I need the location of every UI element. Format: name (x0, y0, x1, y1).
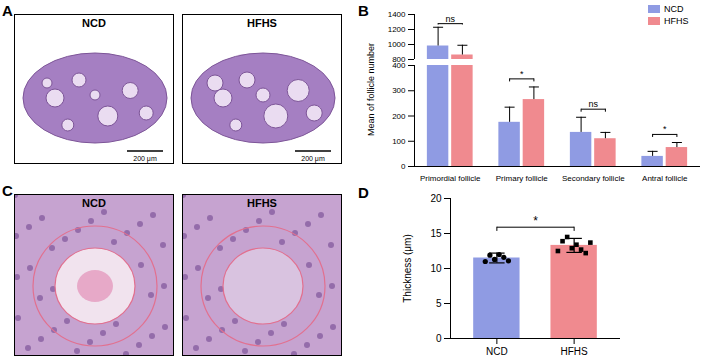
svg-text:800: 800 (392, 55, 406, 65)
svg-text:100: 100 (392, 137, 406, 146)
svg-text:NCD: NCD (486, 346, 508, 357)
html-text:A: A (2, 2, 13, 19)
svg-text:1000: 1000 (388, 40, 406, 49)
svg-text:200: 200 (392, 112, 406, 121)
svg-text:ns: ns (445, 14, 455, 24)
svg-text:200 μm: 200 μm (133, 155, 157, 163)
svg-text:ns: ns (588, 99, 598, 109)
svg-text:20: 20 (430, 193, 442, 204)
svg-text:1200: 1200 (388, 25, 406, 34)
svg-text:0: 0 (401, 162, 406, 171)
svg-text:1400: 1400 (388, 10, 406, 19)
svg-text:10: 10 (430, 263, 442, 274)
html-text:C: C (2, 182, 13, 199)
svg-text:*: * (663, 124, 667, 134)
svg-text:Antral follicle: Antral follicle (642, 174, 688, 183)
svg-text:200 μm: 200 μm (301, 155, 325, 163)
svg-text:400: 400 (392, 61, 406, 70)
svg-text:Primary follicle: Primary follicle (496, 174, 549, 183)
svg-text:5: 5 (436, 298, 442, 309)
svg-text:Primordial follicle: Primordial follicle (420, 174, 481, 183)
html-text:NCD: NCD (82, 197, 106, 209)
html-text:NCD: NCD (664, 4, 684, 14)
html-text:D: D (358, 184, 369, 201)
html-text:NCD: NCD (82, 17, 106, 29)
html-text:HFHS: HFHS (664, 16, 689, 26)
html-text:HFHS: HFHS (247, 197, 277, 209)
svg-text:*: * (533, 214, 538, 228)
html-text:B: B (358, 2, 369, 19)
svg-text:*: * (520, 69, 524, 79)
svg-text:Thickness (μm): Thickness (μm) (402, 234, 413, 303)
svg-text:300: 300 (392, 86, 406, 95)
svg-text:15: 15 (430, 228, 442, 239)
html-text:Mean of follicle number: Mean of follicle number (366, 42, 376, 136)
svg-text:Secondary follicle: Secondary follicle (562, 174, 625, 183)
svg-text:HFHS: HFHS (561, 346, 589, 357)
html-text:HFHS: HFHS (247, 17, 277, 29)
svg-text:0: 0 (436, 333, 442, 344)
